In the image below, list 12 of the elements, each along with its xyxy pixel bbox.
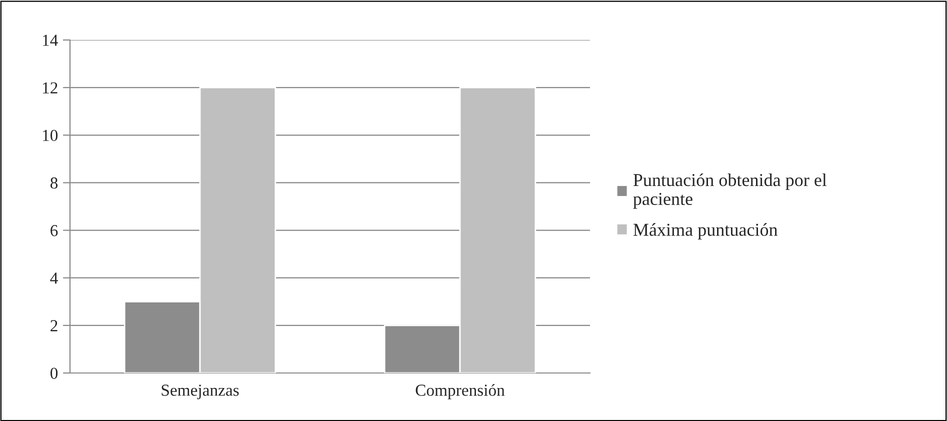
y-tick-label: 10 [42, 130, 58, 142]
legend-label: Máxima puntuación [633, 223, 778, 240]
y-tick-label: 12 [42, 82, 58, 94]
y-tick-label: 2 [50, 320, 58, 332]
y-tick-label: 0 [50, 368, 58, 379]
y-tick-label: 6 [50, 225, 58, 236]
y-tick-label: 14 [42, 34, 58, 46]
x-tick-label: Semejanzas [162, 384, 239, 400]
x-tick-label: Comprensión [416, 384, 505, 400]
legend-label: Puntuación obtenida por el paciente [633, 173, 827, 209]
y-tick-label: 4 [50, 272, 58, 284]
y-tick-label: 8 [50, 177, 58, 189]
